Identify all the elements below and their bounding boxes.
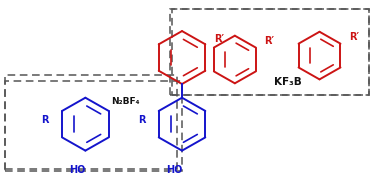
Text: R: R <box>138 115 146 125</box>
Text: R′: R′ <box>349 32 359 42</box>
Text: R′: R′ <box>214 34 225 44</box>
Text: HO: HO <box>69 165 85 175</box>
Text: N₂BF₄: N₂BF₄ <box>111 97 139 106</box>
Text: R: R <box>42 115 49 125</box>
Text: R′: R′ <box>265 36 274 46</box>
Text: HO: HO <box>166 165 182 175</box>
Text: KF₃B: KF₃B <box>274 77 302 87</box>
